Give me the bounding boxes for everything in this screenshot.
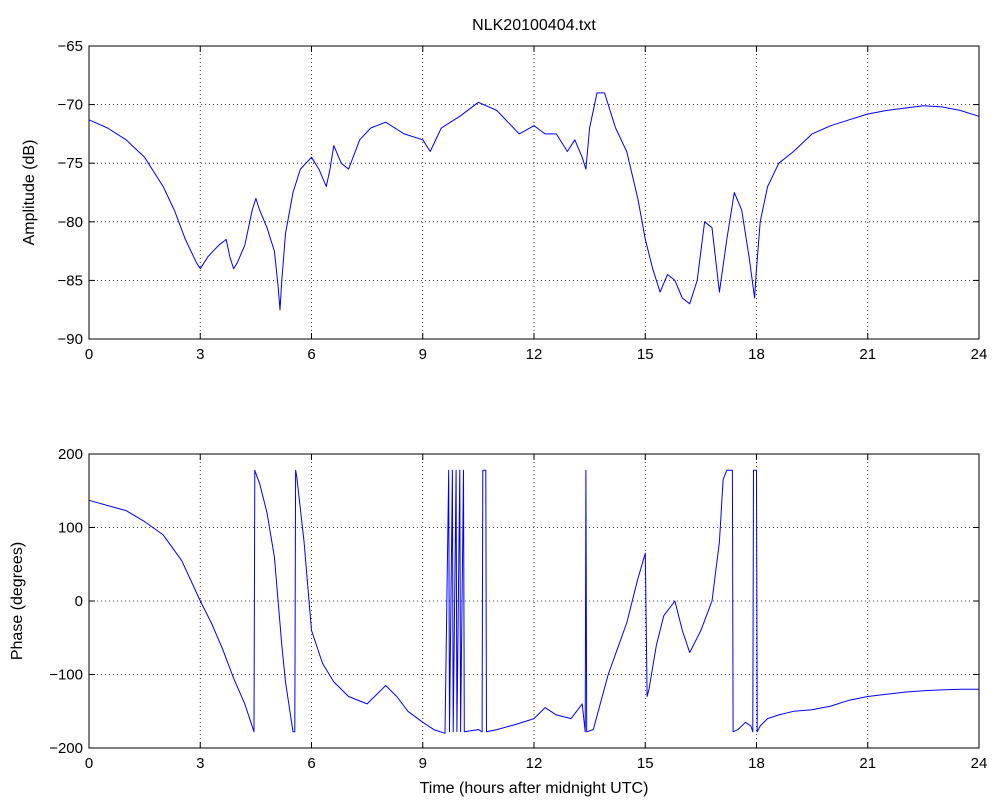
axes-frame <box>88 45 980 340</box>
chart-title: NLK20100404.txt <box>472 17 596 34</box>
amplitude-plot: 0 3 6 9 12 15 18 21 24 −90 −85 −80 −75 −70 −65 NLK20100… <box>21 17 987 363</box>
x-tick-label: 24 <box>971 346 988 363</box>
x-tick-label: 3 <box>196 755 204 772</box>
x-tick-label: 18 <box>748 755 765 772</box>
x-tick-label: 15 <box>637 346 654 363</box>
x-tick-label: 0 <box>85 755 93 772</box>
x-tick-label: 12 <box>526 755 543 772</box>
y-tick-label: −100 <box>49 667 83 684</box>
y-tick-label: −200 <box>49 740 83 757</box>
x-tick-label: 24 <box>971 755 988 772</box>
y-tick-label: −90 <box>58 331 83 348</box>
y-tick-label: −75 <box>58 155 83 172</box>
axes-frame <box>88 453 980 749</box>
y-axis-label: Phase (degrees) <box>9 542 26 660</box>
y-axis-label: Amplitude (dB) <box>21 140 38 246</box>
x-tick-label: 6 <box>307 346 315 363</box>
x-tick-label: 15 <box>637 755 654 772</box>
x-tick-label: 3 <box>196 346 204 363</box>
y-tick-label: 200 <box>58 446 83 463</box>
x-tick-label: 0 <box>85 346 93 363</box>
x-tick-label: 21 <box>859 755 876 772</box>
x-tick-label: 9 <box>419 755 427 772</box>
plot-area <box>89 46 979 339</box>
y-tick-label: −65 <box>58 38 83 55</box>
y-tick-label: 0 <box>75 593 83 610</box>
x-tick-label: 9 <box>419 346 427 363</box>
x-tick-label: 12 <box>526 346 543 363</box>
x-tick-label: 21 <box>859 346 876 363</box>
x-tick-label: 6 <box>307 755 315 772</box>
amplitude-series-line <box>88 92 980 311</box>
y-tick-label: −80 <box>58 214 83 231</box>
x-tick-label: 18 <box>748 346 765 363</box>
y-tick-label: 100 <box>58 520 83 537</box>
x-axis-label: Time (hours after midnight UTC) <box>420 780 649 797</box>
y-tick-label: −85 <box>58 272 83 289</box>
y-tick-label: −70 <box>58 97 83 114</box>
phase-plot: 0 3 6 9 12 15 18 21 24 −200 −100 0 100 200 Time (hours… <box>9 446 987 797</box>
phase-series-line <box>88 469 979 734</box>
